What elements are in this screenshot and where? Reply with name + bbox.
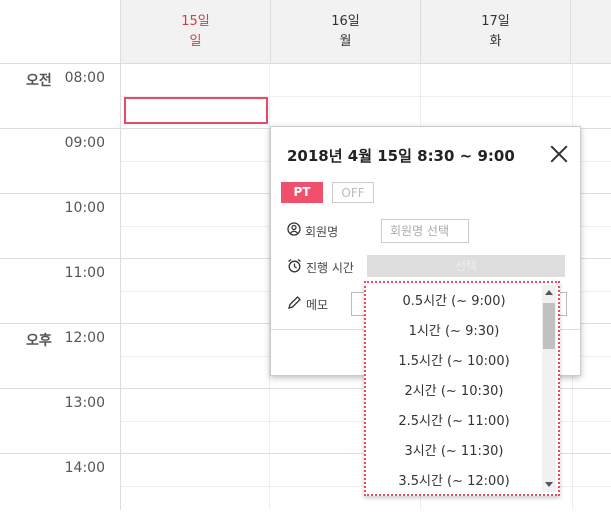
day-column-divider [269, 63, 270, 510]
time-label: 14:00 [64, 460, 105, 476]
day-number: 17일 [481, 14, 510, 29]
calendar-header: 15일 일 16일 월 17일 화 [120, 0, 611, 64]
day-weekday: 일 [189, 34, 202, 49]
half-hour-line [120, 96, 611, 97]
member-row: 회원명 [287, 222, 338, 240]
day-number: 16일 [331, 14, 360, 29]
close-icon[interactable] [548, 143, 570, 165]
type-pt-button[interactable]: PT [281, 182, 323, 203]
scrollbar-thumb[interactable] [543, 303, 555, 349]
ampm-label: 오후 [26, 333, 52, 349]
duration-dropdown-list[interactable]: 0.5시간 (~ 9:00) 1시간 (~ 9:30) 1.5시간 (~ 10:… [364, 281, 560, 496]
day-number: 15일 [181, 14, 210, 29]
hour-row[interactable]: 오전 08:00 [0, 63, 611, 128]
member-label: 회원명 [305, 224, 339, 239]
duration-option[interactable]: 3시간 (~ 11:30) [404, 444, 504, 459]
dropdown-scrollbar[interactable] [542, 285, 556, 492]
day-header-17[interactable]: 17일 화 [420, 0, 570, 63]
alarm-clock-icon [287, 258, 302, 277]
duration-option[interactable]: 0.5시간 (~ 9:00) [402, 294, 506, 309]
day-header-next[interactable] [570, 0, 611, 63]
day-weekday: 월 [339, 34, 352, 49]
duration-select[interactable]: 선택 [367, 255, 565, 277]
day-header-16[interactable]: 16일 월 [270, 0, 420, 63]
pencil-icon [287, 295, 302, 314]
ampm-label: 오전 [26, 73, 52, 89]
scroll-down-arrow-icon[interactable] [545, 482, 553, 487]
time-label: 13:00 [64, 395, 105, 411]
memo-label: 메모 [306, 298, 329, 312]
duration-option[interactable]: 1.5시간 (~ 10:00) [398, 354, 510, 369]
time-column [0, 63, 121, 510]
duration-row: 진행 시간 [287, 258, 354, 277]
day-header-15[interactable]: 15일 일 [120, 0, 270, 63]
selected-time-slot[interactable] [124, 97, 268, 124]
user-icon [287, 222, 301, 240]
time-label: 10:00 [64, 200, 105, 216]
time-label: 09:00 [64, 135, 105, 151]
duration-label: 진행 시간 [306, 261, 354, 275]
scroll-up-arrow-icon[interactable] [545, 290, 553, 295]
member-select-input[interactable]: 회원명 선택 [381, 219, 469, 243]
time-label: 08:00 [64, 70, 105, 86]
duration-option[interactable]: 2시간 (~ 10:30) [404, 384, 504, 399]
popup-title: 2018년 4월 15일 8:30 ~ 9:00 [287, 147, 515, 165]
duration-option[interactable]: 2.5시간 (~ 11:00) [398, 414, 510, 429]
duration-option[interactable]: 3.5시간 (~ 12:00) [398, 474, 510, 489]
time-label: 12:00 [64, 330, 105, 346]
duration-option[interactable]: 1시간 (~ 9:30) [408, 324, 500, 339]
memo-row: 메모 [287, 295, 328, 314]
time-label: 11:00 [64, 265, 105, 281]
type-off-button[interactable]: OFF [332, 182, 374, 203]
day-weekday: 화 [489, 34, 502, 49]
